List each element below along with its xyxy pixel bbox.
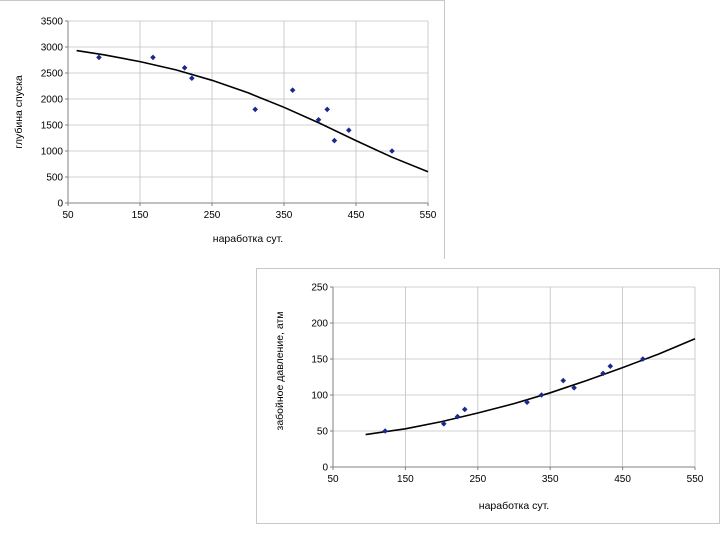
data-point: [96, 54, 102, 61]
y-tick-label: 250: [311, 283, 328, 294]
y-axis-label: забойное давление, атм: [274, 311, 286, 430]
data-point: [571, 385, 577, 391]
y-tick-label: 1500: [41, 121, 64, 132]
data-point: [289, 87, 296, 93]
x-tick-label: 50: [62, 210, 74, 221]
x-tick-label: 250: [204, 210, 221, 221]
y-tick-label: 2500: [41, 69, 64, 80]
y-tick-label: 1000: [41, 147, 64, 158]
x-tick-label: 150: [132, 210, 149, 221]
depth-chart: 0 500 1000 1500 2000 2500 3000 3500 50 150 250 350 4…: [13, 17, 437, 246]
y-tick-label: 0: [57, 199, 63, 210]
x-tick-label: 250: [469, 474, 486, 485]
y-tick-label: 2000: [41, 95, 64, 106]
x-tick-label: 550: [420, 210, 437, 221]
x-tick-label: 350: [542, 474, 559, 485]
y-tick-label: 500: [46, 173, 63, 184]
y-tick-label: 3000: [41, 43, 64, 54]
data-point: [607, 363, 614, 369]
y-tick-label: 100: [311, 391, 328, 402]
data-point: [315, 117, 322, 123]
data-point: [324, 106, 330, 113]
data-point: [524, 399, 530, 405]
data-point: [640, 356, 646, 362]
x-tick-label: 450: [348, 210, 365, 221]
y-tick-label: 0: [322, 463, 328, 474]
y-tick-label: 200: [311, 319, 328, 330]
data-point: [461, 406, 468, 413]
x-axis-label: наработка сут.: [213, 233, 283, 245]
y-tick-label: 3500: [41, 17, 64, 28]
data-point: [440, 421, 447, 427]
y-axis-label: глубина спуска: [13, 75, 25, 149]
data-point: [150, 54, 156, 61]
data-point: [252, 106, 258, 113]
x-axis-label: наработка сут.: [479, 500, 549, 512]
x-tick-label: 150: [397, 474, 414, 485]
trend-line: [365, 338, 696, 436]
data-point: [346, 127, 352, 133]
chart-panel-pressure: 0 50 100 150 200 250 50 150 250 350 450 550 наработк…: [256, 268, 720, 524]
y-tick-label: 50: [317, 427, 329, 438]
data-point: [560, 377, 567, 384]
data-point: [331, 137, 338, 144]
data-point: [181, 65, 188, 71]
data-point: [382, 428, 388, 434]
data-point: [454, 413, 461, 420]
x-tick-label: 450: [614, 474, 631, 485]
data-point: [189, 75, 195, 81]
data-point: [538, 392, 545, 398]
x-tick-label: 50: [327, 474, 339, 485]
chart-panel-depth: 0 500 1000 1500 2000 2500 3000 3500 50 150 250 350 4…: [0, 0, 445, 259]
trend-line: [76, 49, 429, 173]
x-tick-label: 350: [276, 210, 293, 221]
y-tick-label: 150: [311, 355, 328, 366]
data-point: [389, 148, 395, 154]
x-tick-label: 550: [687, 474, 704, 485]
